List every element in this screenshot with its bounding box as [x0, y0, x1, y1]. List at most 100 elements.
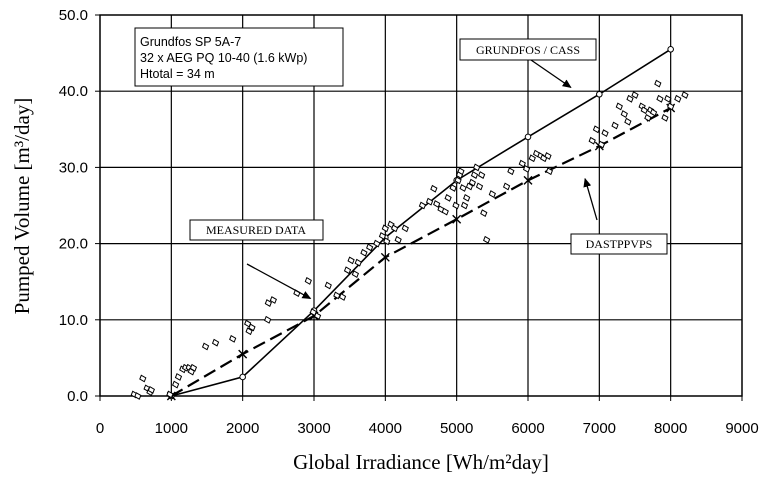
- annotation-measured-data-arrow: [246, 263, 312, 300]
- measured-point: [354, 258, 362, 267]
- measured-point: [201, 342, 210, 351]
- x-tick-label: 2000: [226, 420, 259, 437]
- measured-point: [449, 184, 457, 192]
- measured-point: [430, 184, 438, 193]
- measured-point: [468, 178, 476, 187]
- y-tick-label: 50.0: [59, 7, 88, 24]
- measured-point: [460, 201, 469, 210]
- measured-point: [528, 154, 536, 163]
- measured-point: [624, 117, 632, 126]
- info-box: Grundfos SP 5A-7 32 x AEG PQ 10-40 (1.6 …: [134, 27, 344, 87]
- measured-point: [597, 140, 606, 149]
- y-tick-label: 40.0: [59, 83, 88, 100]
- measured-point: [473, 163, 481, 172]
- measured-point: [360, 248, 368, 257]
- measured-point: [459, 184, 467, 192]
- x-tick-label: 1000: [155, 420, 188, 437]
- measured-point: [681, 91, 689, 99]
- measured-point: [502, 182, 511, 191]
- x-tick-label: 3000: [297, 420, 330, 437]
- measured-point: [644, 113, 652, 122]
- measured-point: [378, 232, 387, 240]
- measured-point: [245, 327, 253, 336]
- measured-point: [174, 373, 183, 381]
- measured-point: [313, 312, 322, 320]
- annotation-dastppvps: DASTPPVPS: [570, 177, 668, 255]
- annotation-measured-data-box: [189, 219, 324, 241]
- measured-point: [588, 136, 596, 145]
- x-tick-label: 0: [96, 420, 104, 437]
- annotation-grundfos-cass-label: GRUNDFOS / CASS: [476, 43, 580, 57]
- info-line-pump: Grundfos SP 5A-7: [140, 35, 241, 49]
- dastppvps-point: [238, 349, 248, 359]
- measured-point: [390, 224, 399, 233]
- y-tick-label: 0.0: [67, 388, 88, 405]
- grundfos-cass-point: [239, 373, 246, 381]
- info-line-modules: 32 x AEG PQ 10-40 (1.6 kWp): [140, 51, 307, 65]
- dastppvps-point: [523, 175, 533, 185]
- measured-point: [189, 363, 198, 372]
- measured-point: [457, 167, 465, 176]
- y-axis-label: Pumped Volume [m³/day]: [10, 98, 34, 315]
- measured-point: [522, 165, 531, 173]
- grundfos-cass-line: [171, 48, 672, 397]
- measured-point: [620, 110, 628, 118]
- grid-lines: [100, 15, 742, 396]
- measured-point: [139, 374, 147, 383]
- measured-point: [211, 338, 220, 347]
- measured-point: [488, 190, 496, 198]
- measured-point: [592, 125, 601, 134]
- measured-point: [518, 159, 526, 168]
- measured-point: [475, 182, 484, 191]
- measured-point: [611, 121, 619, 130]
- measured-point: [667, 102, 675, 111]
- measured-point: [615, 102, 623, 111]
- y-tick-label: 20.0: [59, 236, 88, 253]
- measured-point: [264, 315, 272, 324]
- x-axis-ticks: 0 1000 2000 3000 4000 5000 6000 7000 8000 9000: [96, 396, 759, 437]
- x-tick-label: 4000: [369, 420, 402, 437]
- annotation-grundfos-cass: GRUNDFOS / CASS: [459, 38, 597, 88]
- grundfos-cass-point: [596, 90, 603, 98]
- measured-point: [333, 291, 341, 300]
- measured-point: [425, 197, 434, 206]
- measured-point: [418, 201, 427, 210]
- measured-point: [381, 224, 389, 233]
- measured-point: [373, 239, 381, 248]
- x-tick-label: 8000: [654, 420, 687, 437]
- plot-area-frame: [99, 14, 743, 397]
- annotation-grundfos-cass-box: [459, 38, 597, 61]
- measured-point: [656, 94, 664, 103]
- measured-point: [631, 91, 639, 99]
- measured-point: [545, 167, 554, 176]
- measured-point: [134, 392, 142, 400]
- measured-point: [626, 94, 634, 103]
- measured-point: [433, 200, 441, 208]
- measured-point: [654, 79, 662, 88]
- measured-point: [351, 270, 359, 279]
- measured-point: [674, 94, 682, 103]
- annotation-dastppvps-label: DASTPPVPS: [586, 237, 653, 251]
- x-tick-label: 6000: [511, 420, 544, 437]
- measured-point: [166, 390, 174, 399]
- measured-point: [601, 129, 609, 138]
- y-tick-label: 30.0: [59, 159, 88, 176]
- dastppvps-point: [380, 252, 390, 262]
- annotation-dastppvps-box: [570, 233, 668, 255]
- measured-point: [664, 94, 672, 103]
- measured-point: [171, 380, 180, 389]
- measured-point: [507, 167, 515, 176]
- measured-point: [338, 293, 347, 301]
- measured-point: [544, 152, 552, 160]
- measured-point: [147, 385, 155, 394]
- measured-point: [394, 235, 402, 244]
- annotation-measured-data: MEASURED DATA: [189, 219, 324, 300]
- x-tick-label: 5000: [440, 420, 473, 437]
- series-measured-data: [130, 79, 689, 400]
- info-box-frame: [134, 27, 344, 87]
- measured-point: [478, 171, 486, 179]
- grundfos-cass-point: [667, 45, 674, 53]
- x-axis-label: Global Irradiance [Wh/m²day]: [293, 450, 549, 474]
- measured-point: [343, 266, 352, 275]
